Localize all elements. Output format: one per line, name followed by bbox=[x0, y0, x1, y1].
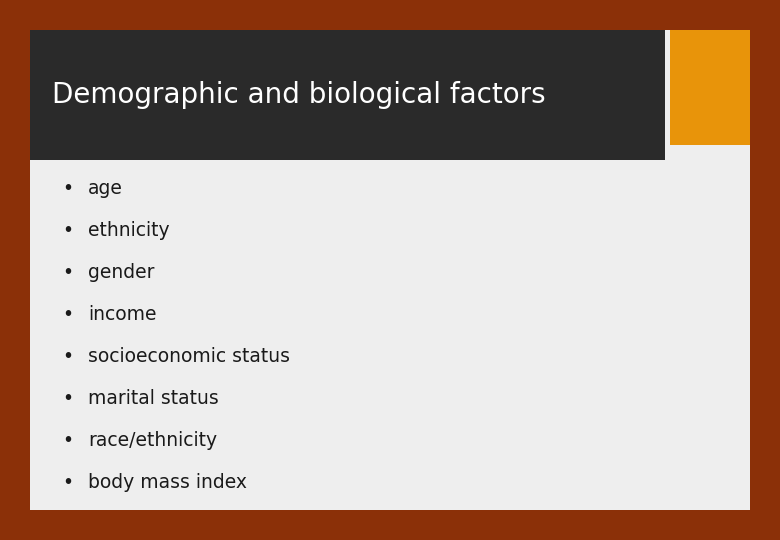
Text: •: • bbox=[62, 347, 73, 366]
Text: •: • bbox=[62, 305, 73, 323]
Text: gender: gender bbox=[88, 262, 154, 281]
Text: •: • bbox=[62, 220, 73, 240]
Bar bbox=[30, 30, 750, 510]
Text: race/ethnicity: race/ethnicity bbox=[88, 430, 217, 449]
Bar bbox=[30, 30, 665, 160]
Text: •: • bbox=[62, 179, 73, 198]
Text: •: • bbox=[62, 262, 73, 281]
Text: ethnicity: ethnicity bbox=[88, 220, 169, 240]
Text: •: • bbox=[62, 472, 73, 491]
Text: socioeconomic status: socioeconomic status bbox=[88, 347, 290, 366]
Text: income: income bbox=[88, 305, 157, 323]
Text: marital status: marital status bbox=[88, 388, 218, 408]
Text: •: • bbox=[62, 388, 73, 408]
Text: body mass index: body mass index bbox=[88, 472, 247, 491]
Text: •: • bbox=[62, 430, 73, 449]
Text: age: age bbox=[88, 179, 123, 198]
Bar bbox=[670, 30, 750, 145]
Text: Demographic and biological factors: Demographic and biological factors bbox=[52, 81, 546, 109]
